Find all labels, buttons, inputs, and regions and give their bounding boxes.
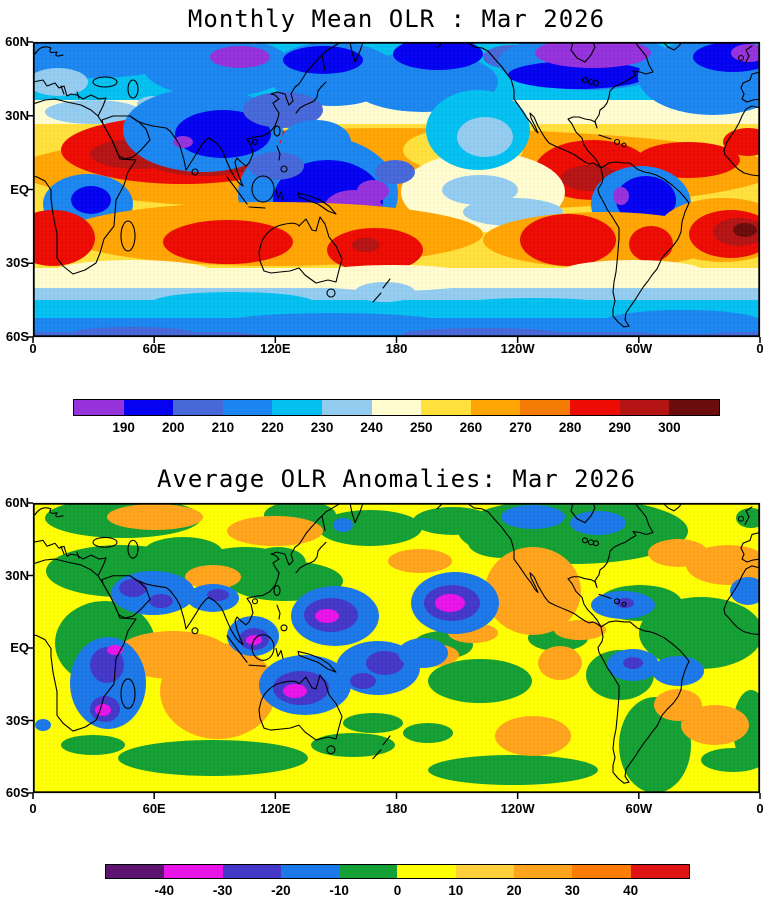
colorbar-tick-label: 250: [410, 420, 433, 435]
colorbar-segment: [421, 400, 471, 415]
contour-field: [33, 503, 760, 793]
colorbar-tick-label: 290: [608, 420, 632, 435]
axis-tick-label: 30S: [5, 255, 29, 271]
axis-tick-label: 30S: [5, 712, 29, 728]
colorbar-tick-label: 220: [261, 420, 284, 435]
axis-tick-label: 60S: [5, 329, 29, 344]
colorbar-tick-label: 200: [161, 420, 185, 435]
mean-olr-colorbar: 190 200 210 220 230 240 250 260 270 280 290 300: [73, 399, 720, 435]
olr-anomaly-map: [27, 502, 761, 799]
colorbar-tick-label: 210: [211, 420, 235, 435]
colorbar-segment: [619, 400, 670, 415]
colorbar-tick-label: 190: [112, 420, 135, 435]
coastlines: [33, 42, 760, 328]
axis-tick-label: 120E: [260, 801, 291, 816]
axis-tick-label: 120W: [500, 341, 535, 356]
colorbar-tick-label: 20: [506, 883, 522, 898]
axis-tick-label: EQ: [10, 640, 29, 655]
colorbar-segment: [272, 400, 323, 415]
axis-tick-label: 120E: [260, 341, 291, 356]
colorbar-tick-label: 40: [623, 883, 639, 898]
colorbar-tick-label: 240: [360, 420, 383, 435]
colorbar-tick-label: 270: [509, 420, 532, 435]
colorbar-tick-label: 260: [459, 420, 483, 435]
axis-tick-label: 180: [385, 341, 408, 356]
axis-tick-label: 0: [29, 341, 37, 356]
colorbar-segment: [123, 400, 174, 415]
colorbar-segment: [570, 400, 620, 415]
anomaly-colorbar: -40 -30 -20 -10 0 10 20 30 40: [105, 864, 690, 898]
colorbar-tick-label: -40: [154, 883, 175, 898]
axis-tick-label: 60W: [625, 341, 653, 356]
colorbar-tick-label: 230: [310, 420, 334, 435]
colorbar-tick-label: 30: [564, 883, 580, 898]
contour-field: [33, 42, 760, 337]
colorbar-segment: [514, 865, 573, 878]
colorbar-segment: [470, 400, 521, 415]
colorbar-segment: [630, 865, 689, 878]
colorbar-segment: [74, 400, 124, 415]
map-border: [32, 502, 761, 794]
colorbar-segment: [339, 865, 398, 878]
colorbar-segment: [371, 400, 422, 415]
colorbar-segment: [280, 865, 340, 878]
colorbar-segment: [520, 400, 571, 415]
colorbar-segment: [222, 400, 273, 415]
colorbar-segment: [173, 400, 223, 415]
axis-tick-label: 60N: [5, 495, 29, 510]
mean-olr-title: Monthly Mean OLR : Mar 2026: [187, 5, 606, 33]
colorbar-segment: [572, 865, 631, 878]
axis-tick-label: 0: [756, 341, 764, 356]
axis-tick-label: 60E: [142, 341, 166, 356]
colorbar-tick-label: 300: [658, 420, 681, 435]
axis-tick-label: 60N: [5, 34, 29, 49]
axis-tick-label: 60S: [5, 785, 29, 800]
colorbar-segment: [455, 865, 515, 878]
axis-tick-label: 30N: [5, 567, 29, 583]
colorbar-segment: [164, 865, 223, 878]
axis-tick-label: 0: [29, 801, 37, 816]
colorbar-tick-label: -30: [212, 883, 233, 898]
colorbar-segment: [397, 865, 456, 878]
colorbar-tick-label: 0: [393, 883, 402, 898]
axis-tick-label: 60E: [142, 801, 166, 816]
colorbar-segment: [106, 865, 165, 878]
axis-tick-label: 0: [756, 801, 764, 816]
colorbar-tick-label: 280: [558, 420, 582, 435]
colorbar-tick-label: 10: [448, 883, 464, 898]
monthly-mean-olr-map: [27, 41, 761, 343]
axis-tick-label: 120W: [500, 801, 535, 816]
colorbar-tick-label: -10: [329, 883, 349, 898]
colorbar-segment: [322, 400, 372, 415]
axis-tick-label: 60W: [625, 801, 653, 816]
coastlines: [33, 503, 760, 784]
map-border: [32, 41, 761, 338]
colorbar-segment: [222, 865, 281, 878]
anomaly-title: Average OLR Anomalies: Mar 2026: [157, 465, 636, 493]
axis-tick-label: 180: [385, 801, 408, 816]
colorbar-segment: [669, 400, 719, 415]
axis-tick-label: 30N: [5, 107, 29, 123]
colorbar-tick-label: -20: [271, 883, 291, 898]
axis-tick-label: EQ: [10, 181, 29, 197]
